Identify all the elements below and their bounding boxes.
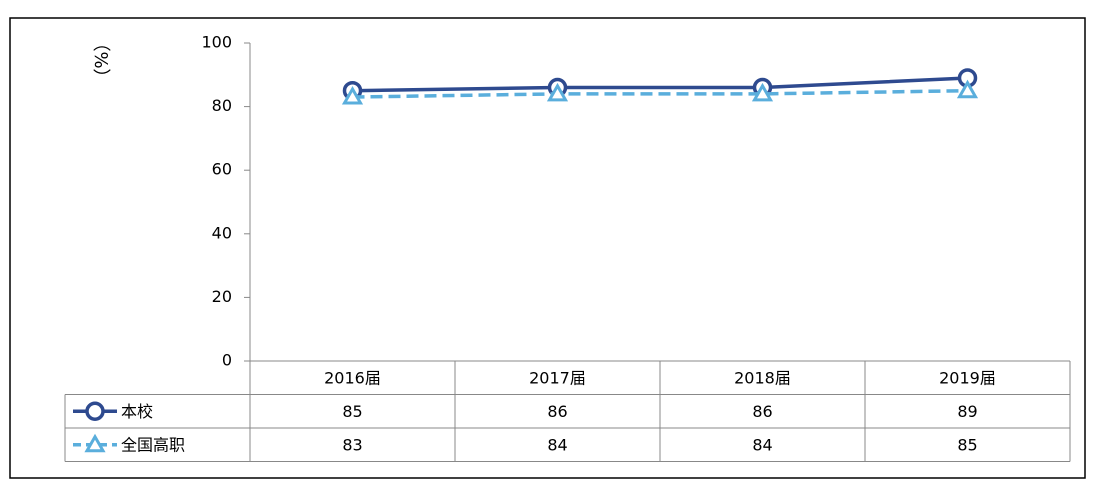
table-value: 86 <box>547 402 567 421</box>
frame <box>9 17 1086 479</box>
y-axis-label: （%） <box>90 33 111 86</box>
legend-label: 本校 <box>121 402 153 421</box>
y-tick-label: 20 <box>212 287 232 306</box>
y-tick-label: 60 <box>212 160 232 179</box>
table-value: 84 <box>547 435 567 454</box>
x-tick-label: 2017届 <box>529 368 586 387</box>
series-line <box>352 76 968 93</box>
table-value: 84 <box>752 435 772 454</box>
x-tick-label: 2019届 <box>939 368 996 387</box>
table-value: 85 <box>957 435 977 454</box>
y-tick-label: 40 <box>212 223 232 242</box>
point <box>84 433 106 453</box>
point <box>546 82 569 102</box>
y-tick-label: 100 <box>201 33 232 52</box>
x-tick-label: 2016届 <box>324 368 381 387</box>
y-tick-label: 80 <box>212 96 232 115</box>
legend-label: 全国高职 <box>121 435 185 454</box>
point <box>751 82 774 102</box>
table-value: 86 <box>752 402 772 421</box>
x-tick-label: 2018届 <box>734 368 791 387</box>
point <box>956 79 979 99</box>
series-line <box>352 88 968 99</box>
table-value: 83 <box>342 435 362 454</box>
point <box>341 86 364 105</box>
table-value: 85 <box>342 402 362 421</box>
table-value: 89 <box>957 402 977 421</box>
point <box>85 401 105 421</box>
y-tick-label: 0 <box>222 351 232 370</box>
